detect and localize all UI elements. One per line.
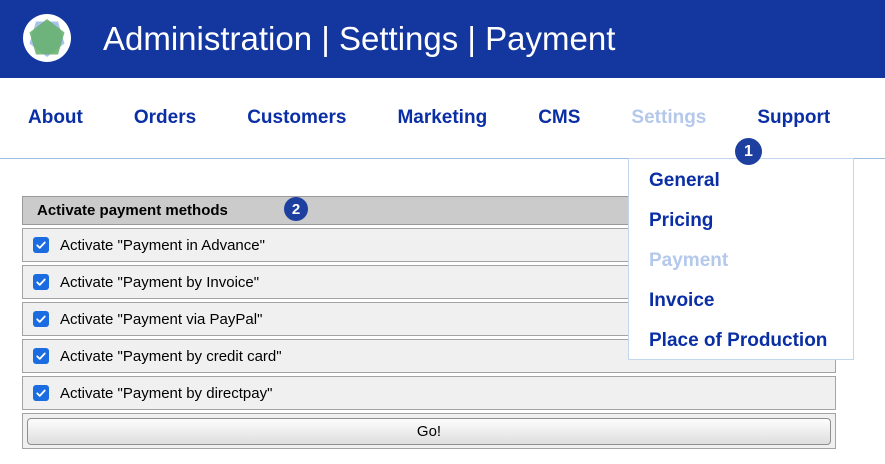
nav-item-support[interactable]: Support [757,107,831,128]
checkmark-icon [36,352,46,360]
app-logo[interactable] [23,14,71,62]
dropdown-item-payment[interactable]: Payment [649,250,729,271]
activate-checkbox-payment-by-credit-card[interactable] [33,348,49,364]
payment-method-label: Activate "Payment by Invoice" [60,273,260,291]
checkmark-icon [36,389,46,397]
checkmark-icon [36,278,46,286]
panel-title: Activate payment methods [37,202,228,219]
nav-item-about[interactable]: About [28,107,83,128]
dropdown-item-general[interactable]: General [649,170,720,191]
settings-dropdown-menu: General Pricing Payment Invoice Place of Pro… [628,158,854,360]
annotation-badge-1: 1 [735,138,762,165]
checkmark-icon [36,241,46,249]
app-header: Administration | Settings | Payment [0,0,885,78]
main-nav: About Orders Customers Marketing CMS Settings… [0,78,885,158]
payment-method-label: Activate "Payment in Advance" [60,236,265,254]
dropdown-item-pricing[interactable]: Pricing [649,210,714,231]
method-row-payment-by-directpay: Activate "Payment by directpay" [22,376,836,410]
nav-item-orders[interactable]: Orders [133,107,197,128]
activate-checkbox-payment-by-directpay[interactable] [33,385,49,401]
nav-item-cms[interactable]: CMS [538,107,581,128]
activate-checkbox-payment-via-paypal[interactable] [33,311,49,327]
payment-method-label: Activate "Payment via PayPal" [60,310,263,328]
dropdown-item-invoice[interactable]: Invoice [649,290,715,311]
nav-item-customers[interactable]: Customers [247,107,347,128]
payment-method-label: Activate "Payment by directpay" [60,384,273,402]
activate-checkbox-payment-in-advance[interactable] [33,237,49,253]
nav-item-settings[interactable]: Settings [631,107,707,128]
checkmark-icon [36,315,46,323]
go-button[interactable]: Go! [27,417,831,445]
payment-method-label: Activate "Payment by credit card" [60,347,282,365]
nav-divider [0,158,885,159]
nav-item-marketing[interactable]: Marketing [397,107,488,128]
dropdown-item-place-of-production[interactable]: Place of Production [649,330,828,351]
page-title: Administration | Settings | Payment [103,20,616,57]
go-row: Go! [22,413,836,449]
annotation-badge-2: 2 [284,197,308,221]
activate-checkbox-payment-by-invoice[interactable] [33,274,49,290]
